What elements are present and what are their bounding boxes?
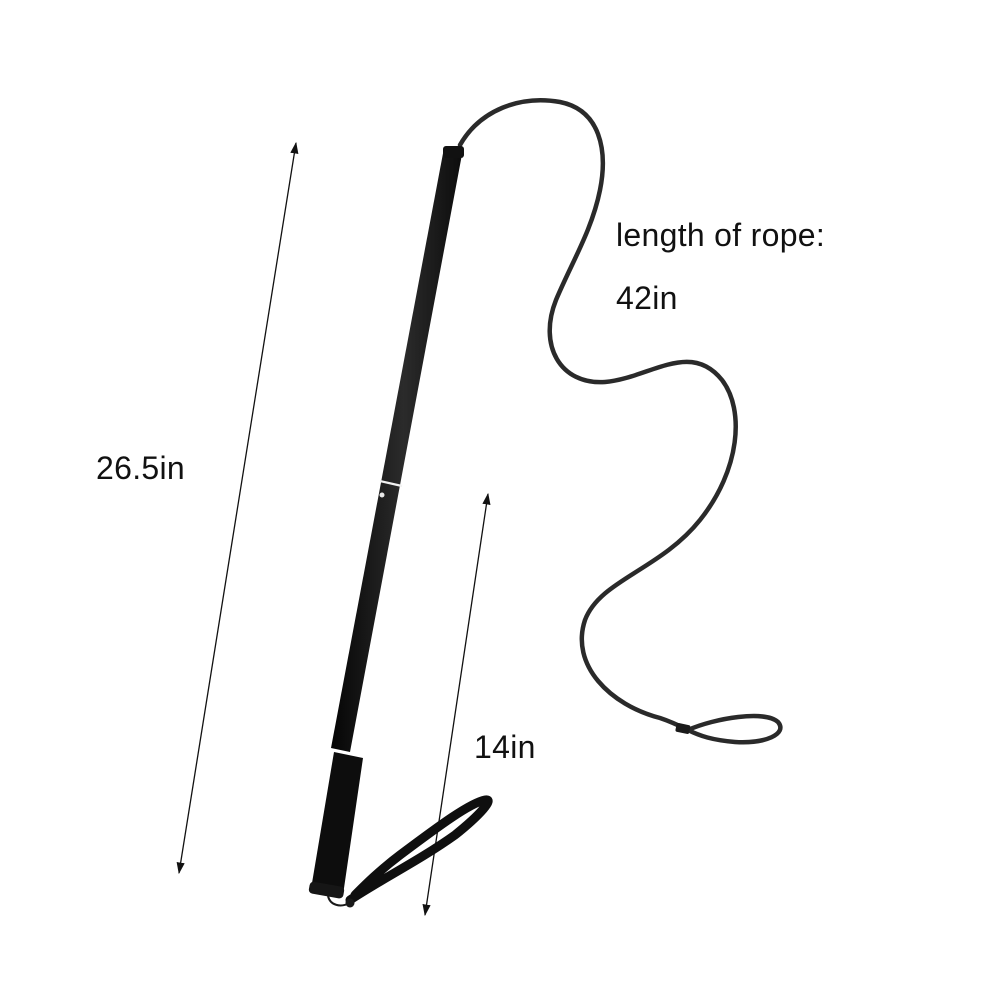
pole-joint-ring (379, 479, 403, 488)
foam-grip (311, 752, 363, 895)
grip-end-cap (308, 881, 345, 899)
pole-button (379, 492, 385, 498)
rope-length-caption: length of rope: (616, 217, 826, 253)
rope-length-value: 42in (616, 280, 678, 316)
handle-length-label: 14in (474, 729, 536, 765)
rope-loop-crimp (675, 723, 691, 734)
rope-loop (682, 713, 783, 745)
overall-length-arrow (176, 141, 299, 875)
wrist-strap (345, 795, 493, 905)
overall-length-label: 26.5in (96, 450, 185, 486)
pole-shaft (331, 148, 463, 752)
pole-tip-cap (443, 146, 464, 158)
strap-cord (327, 895, 351, 907)
rope (457, 98, 738, 733)
